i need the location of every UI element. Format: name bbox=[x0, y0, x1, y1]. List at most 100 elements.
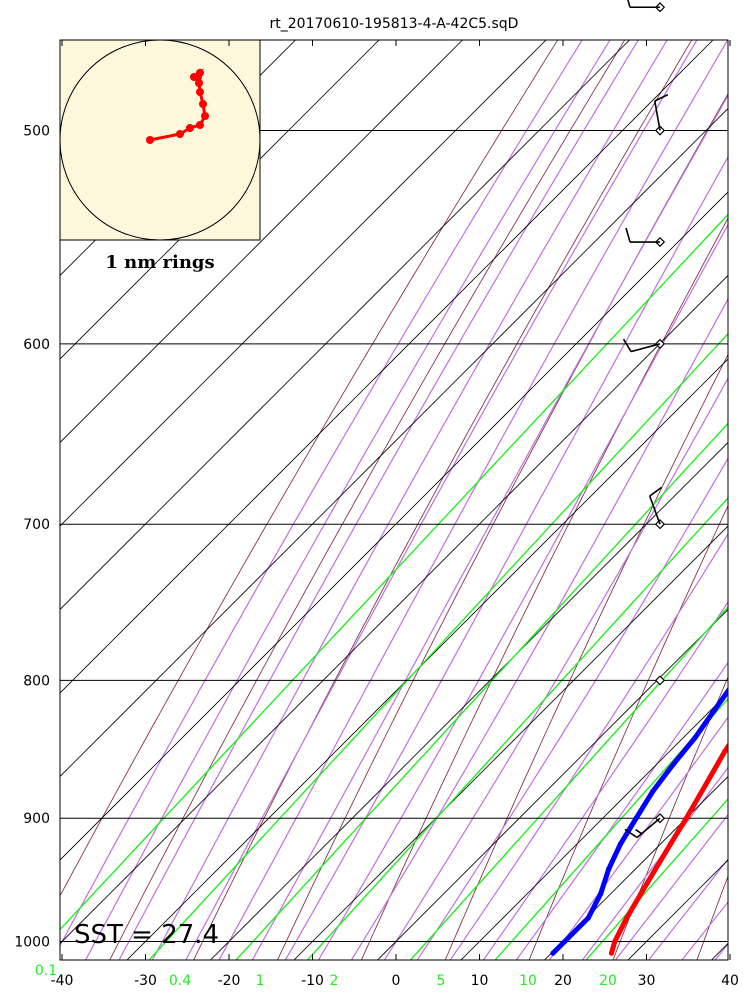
isotherm-line bbox=[293, 525, 728, 960]
dewpoint-profile-point bbox=[670, 762, 676, 768]
mixing-ratio-line bbox=[235, 422, 728, 960]
wind-barb-shaft bbox=[636, 817, 661, 839]
temperature-tick-label: -40 bbox=[51, 973, 74, 989]
sounding-profiles bbox=[550, 686, 728, 956]
wind-barb bbox=[654, 93, 669, 136]
dewpoint-profile-point bbox=[617, 841, 624, 847]
wind-barb-half-flag bbox=[635, 828, 643, 835]
moist-adiabat-line bbox=[118, 40, 639, 960]
mixing-ratio-tick-label: 0.1 bbox=[35, 963, 57, 979]
pressure-tick-label: 800 bbox=[23, 673, 50, 689]
hodograph-point bbox=[195, 79, 203, 87]
moist-adiabat-line bbox=[218, 40, 728, 960]
dry-adiabat-line bbox=[193, 40, 693, 960]
moist-adiabat-line bbox=[284, 155, 728, 960]
temperature-profile-point bbox=[645, 878, 651, 885]
wind-barb-flag bbox=[654, 93, 669, 102]
dewpoint-profile-line bbox=[550, 686, 728, 956]
hodograph-point bbox=[146, 136, 154, 144]
mixing-ratio-tick-label: 2 bbox=[330, 973, 339, 989]
isobar-lines bbox=[60, 130, 728, 942]
moist-adiabat-line bbox=[84, 40, 611, 960]
temperature-tick-label: 40 bbox=[721, 973, 739, 989]
wind-barb-flag bbox=[625, 227, 631, 243]
mixing-ratio-tick-label: 5 bbox=[437, 973, 446, 989]
temperature-tick-label: 0 bbox=[392, 973, 401, 989]
pressure-tick-label: 500 bbox=[23, 124, 50, 140]
moist-adiabat-line bbox=[251, 94, 728, 960]
temperature-tick-label: -10 bbox=[301, 973, 324, 989]
wind-barb bbox=[627, 0, 666, 13]
hodograph-point bbox=[196, 68, 204, 77]
hodograph-rings-label: 1 nm rings bbox=[105, 252, 214, 273]
temperature-tick-label: -20 bbox=[218, 973, 241, 989]
dry-adiabat-line bbox=[109, 40, 626, 960]
mixing-ratio-line bbox=[148, 332, 728, 960]
pressure-tick-label: 700 bbox=[23, 517, 50, 533]
temperature-profile-point bbox=[612, 938, 618, 945]
wind-barb bbox=[648, 486, 666, 530]
dewpoint-profile-point bbox=[649, 789, 656, 795]
pressure-tick-label: 1000 bbox=[14, 935, 50, 951]
mixing-ratio-tick-label: 1 bbox=[256, 973, 265, 989]
wind-barb-flag bbox=[624, 828, 638, 839]
temperature-tick-label: 20 bbox=[554, 973, 572, 989]
temperature-profile-point bbox=[683, 815, 689, 821]
wind-barb-flag bbox=[649, 486, 662, 497]
temperature-profile-point bbox=[608, 950, 615, 956]
dry-adiabat-line bbox=[360, 217, 728, 960]
moist-adiabat-line bbox=[317, 223, 728, 960]
temperature-profile-point bbox=[624, 915, 630, 921]
dewpoint-profile-point bbox=[633, 815, 639, 821]
mixing-ratio-tick-label: 0.4 bbox=[169, 973, 191, 989]
mixing-ratio-line bbox=[585, 798, 728, 960]
temperature-profile-point bbox=[722, 748, 728, 755]
wind-barb bbox=[625, 227, 666, 248]
temperature-profile-point bbox=[668, 841, 674, 847]
dry-adiabat-line bbox=[528, 504, 728, 960]
temperature-tick-label: 10 bbox=[471, 973, 489, 989]
moist-adiabat-line bbox=[482, 600, 728, 960]
isotherm-line bbox=[126, 358, 728, 960]
dewpoint-profile-point bbox=[712, 706, 718, 712]
moist-adiabat-line bbox=[350, 297, 728, 960]
wind-barbs bbox=[622, 0, 669, 839]
mixing-ratio-line bbox=[409, 606, 728, 960]
dry-adiabat-line bbox=[444, 353, 728, 960]
wind-barb bbox=[622, 338, 666, 353]
mixing-ratio-line bbox=[306, 497, 728, 960]
axis-ticks: 1002003004005006007008009001000-40-30-20… bbox=[14, 40, 739, 989]
temperature-profile-point bbox=[706, 776, 712, 782]
sst-annotation: SST = 27.4 bbox=[74, 920, 219, 950]
moist-adiabat-line bbox=[60, 40, 583, 947]
pressure-tick-label: 600 bbox=[23, 337, 50, 353]
mixing-ratio-tick-label: 20 bbox=[599, 973, 617, 989]
hodograph-box bbox=[59, 39, 261, 241]
hodograph-point bbox=[176, 130, 184, 138]
moist-adiabat-line bbox=[548, 716, 728, 960]
dewpoint-profile-point bbox=[550, 950, 556, 956]
temperature-tick-label: -30 bbox=[134, 973, 157, 989]
moist-adiabat-line bbox=[151, 40, 668, 960]
dewpoint-profile-point bbox=[585, 915, 591, 921]
dewpoint-profile-point bbox=[692, 734, 698, 741]
moist-adiabat-line bbox=[383, 377, 728, 960]
wind-barb-shaft bbox=[630, 343, 661, 353]
hodograph-point bbox=[199, 100, 207, 108]
mixing-ratio-tick-label: 10 bbox=[519, 973, 537, 989]
hodograph-point bbox=[196, 121, 204, 129]
wind-barb-flag bbox=[622, 338, 632, 353]
wind-barb bbox=[654, 675, 666, 686]
plot-frame bbox=[59, 39, 729, 961]
moist-adiabat-line bbox=[581, 766, 728, 960]
hodograph-inset bbox=[59, 39, 261, 241]
wind-barb-station bbox=[654, 675, 666, 686]
wind-barb-shaft bbox=[654, 100, 661, 131]
